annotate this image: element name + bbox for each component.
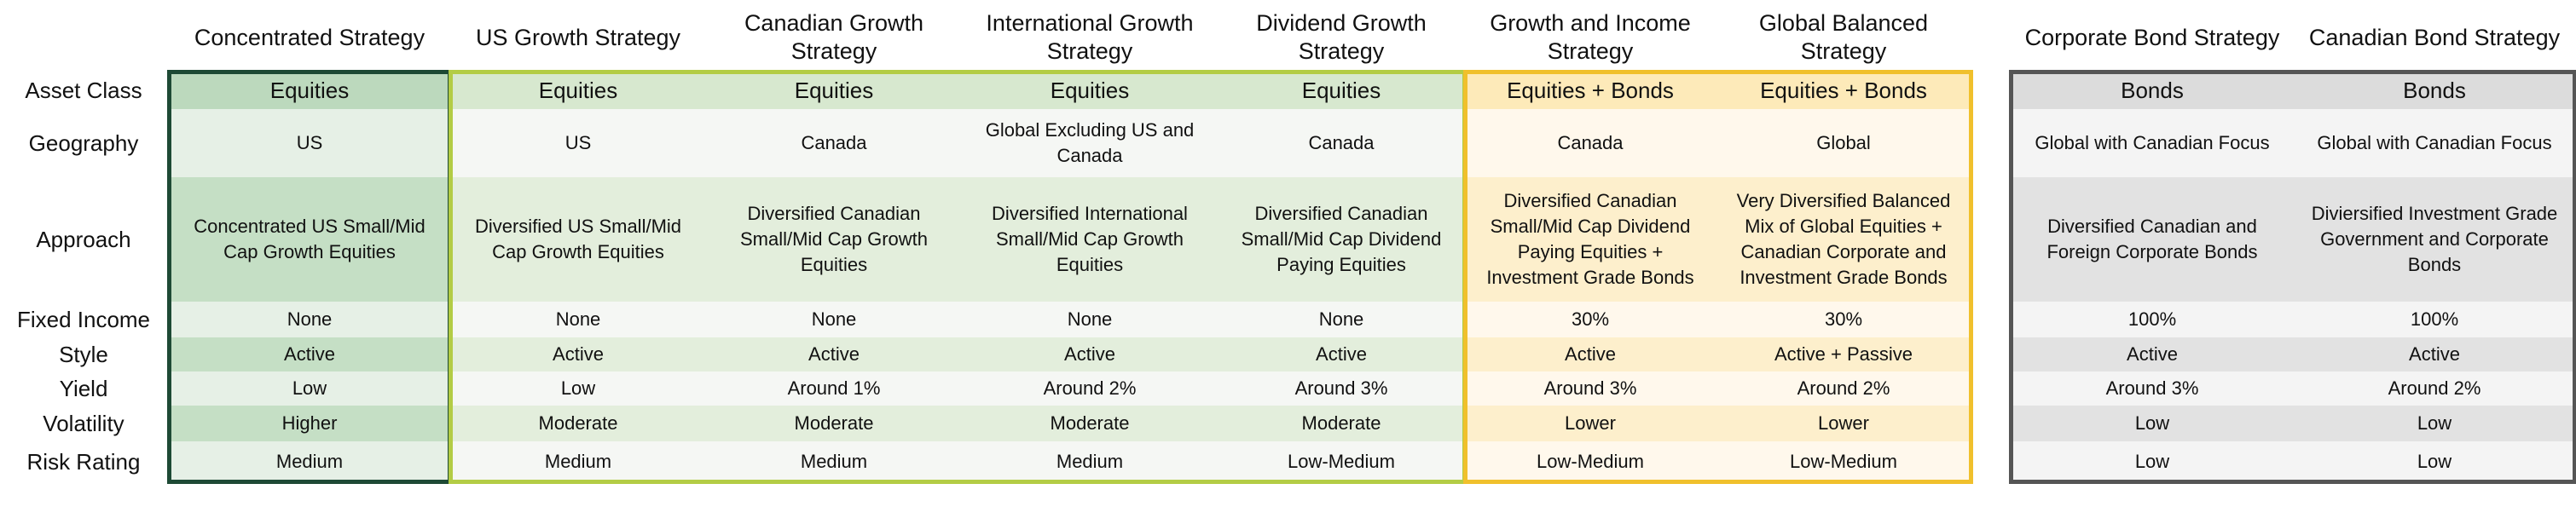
table-cell: Moderate — [1218, 406, 1465, 441]
table-cell: Diviersified Investment Grade Government… — [2294, 177, 2575, 302]
table-cell: None — [962, 302, 1218, 337]
table-cell: Around 2% — [962, 371, 1218, 406]
column-header: Concentrated Strategy — [194, 24, 425, 50]
table-cell: Lower — [1716, 406, 1971, 441]
table-cell: 100% — [2294, 302, 2575, 337]
table-cell: US — [450, 109, 706, 177]
table-cell: Equities + Bonds — [1716, 72, 1971, 109]
table-cell: Global with Canadian Focus — [2294, 109, 2575, 177]
table-cell: Active — [2011, 337, 2294, 371]
row-label: Asset Class — [25, 77, 142, 103]
column-header: US Growth Strategy — [475, 24, 681, 50]
row-label: Risk Rating — [26, 448, 141, 475]
table-cell: Around 3% — [2011, 371, 2294, 406]
table-cell: None — [169, 302, 450, 337]
table-cell: Equities — [706, 72, 962, 109]
table-cell: Low — [169, 371, 450, 406]
table-cell: Around 2% — [2294, 371, 2575, 406]
table-cell: Concentrated US Small/Mid Cap Growth Equ… — [169, 177, 450, 302]
table-cell: Diversified Canadian Small/Mid Cap Divid… — [1218, 177, 1465, 302]
table-cell: Low-Medium — [1465, 441, 1716, 482]
row-label: Geography — [28, 130, 139, 156]
table-cell: Low — [2294, 441, 2575, 482]
table-cell: Moderate — [706, 406, 962, 441]
table-cell: Equities — [1218, 72, 1465, 109]
table-cell: Around 1% — [706, 371, 962, 406]
table-cell: Low-Medium — [1218, 441, 1465, 482]
table-cell: Canada — [1218, 109, 1465, 177]
table-cell: Low — [2011, 406, 2294, 441]
table-cell: Low — [450, 371, 706, 406]
column-header: Canadian Bond Strategy — [2308, 24, 2561, 50]
column-header: Canadian Growth Strategy — [744, 10, 924, 64]
table-cell: Medium — [962, 441, 1218, 482]
table-cell: Around 3% — [1465, 371, 1716, 406]
table-cell: Diversified Canadian Small/Mid Cap Divid… — [1465, 177, 1716, 302]
table-cell: Equities — [450, 72, 706, 109]
table-cell: 30% — [1465, 302, 1716, 337]
table-cell: Lower — [1465, 406, 1716, 441]
table-cell: US — [169, 109, 450, 177]
table-cell: Global — [1716, 109, 1971, 177]
table-cell: Low-Medium — [1716, 441, 1971, 482]
table-cell: Bonds — [2294, 72, 2575, 109]
table-cell: Around 2% — [1716, 371, 1971, 406]
row-label: Style — [59, 341, 108, 367]
row-label: Fixed Income — [16, 306, 151, 332]
table-cell: Around 3% — [1218, 371, 1465, 406]
column-header: International Growth Strategy — [986, 10, 1194, 64]
table-cell: Diversified Canadian and Foreign Corpora… — [2011, 177, 2294, 302]
table-cell: None — [706, 302, 962, 337]
table-cell: Medium — [706, 441, 962, 482]
column-header: Growth and Income Strategy — [1490, 10, 1691, 64]
row-label: Yield — [59, 375, 108, 401]
table-cell: Canada — [1465, 109, 1716, 177]
table-cell: Diversified US Small/Mid Cap Growth Equi… — [450, 177, 706, 302]
table-cell: Global with Canadian Focus — [2011, 109, 2294, 177]
table-cell: None — [1218, 302, 1465, 337]
table-cell: Higher — [169, 406, 450, 441]
table-cell: Low — [2011, 441, 2294, 482]
table-cell: Medium — [169, 441, 450, 482]
table-cell: Active — [1218, 337, 1465, 371]
table-cell: Active — [1465, 337, 1716, 371]
table-cell: 30% — [1716, 302, 1971, 337]
table-cell: Equities — [962, 72, 1218, 109]
table-cell: Diversified International Small/Mid Cap … — [962, 177, 1218, 302]
table-cell: Active — [450, 337, 706, 371]
table-cell: Equities — [169, 72, 450, 109]
table-cell: 100% — [2011, 302, 2294, 337]
column-header: Global Balanced Strategy — [1758, 10, 1929, 64]
table-cell: None — [450, 302, 706, 337]
table-cell: Canada — [706, 109, 962, 177]
table-cell: Equities + Bonds — [1465, 72, 1716, 109]
table-cell: Low — [2294, 406, 2575, 441]
table-cell: Active — [706, 337, 962, 371]
column-header: Corporate Bond Strategy — [2024, 24, 2280, 50]
table-cell: Bonds — [2011, 72, 2294, 109]
column-header: Dividend Growth Strategy — [1256, 10, 1427, 64]
table-cell: Global Excluding US and Canada — [962, 109, 1218, 177]
table-cell: Very Diversified Balanced Mix of Global … — [1716, 177, 1971, 302]
table-cell: Moderate — [962, 406, 1218, 441]
table-cell: Active + Passive — [1716, 337, 1971, 371]
row-label: Approach — [36, 226, 131, 252]
table-cell: Active — [169, 337, 450, 371]
table-cell: Active — [2294, 337, 2575, 371]
table-cell: Active — [962, 337, 1218, 371]
row-label: Volatility — [43, 410, 124, 436]
table-cell: Diversified Canadian Small/Mid Cap Growt… — [706, 177, 962, 302]
table-cell: Moderate — [450, 406, 706, 441]
table-cell: Medium — [450, 441, 706, 482]
